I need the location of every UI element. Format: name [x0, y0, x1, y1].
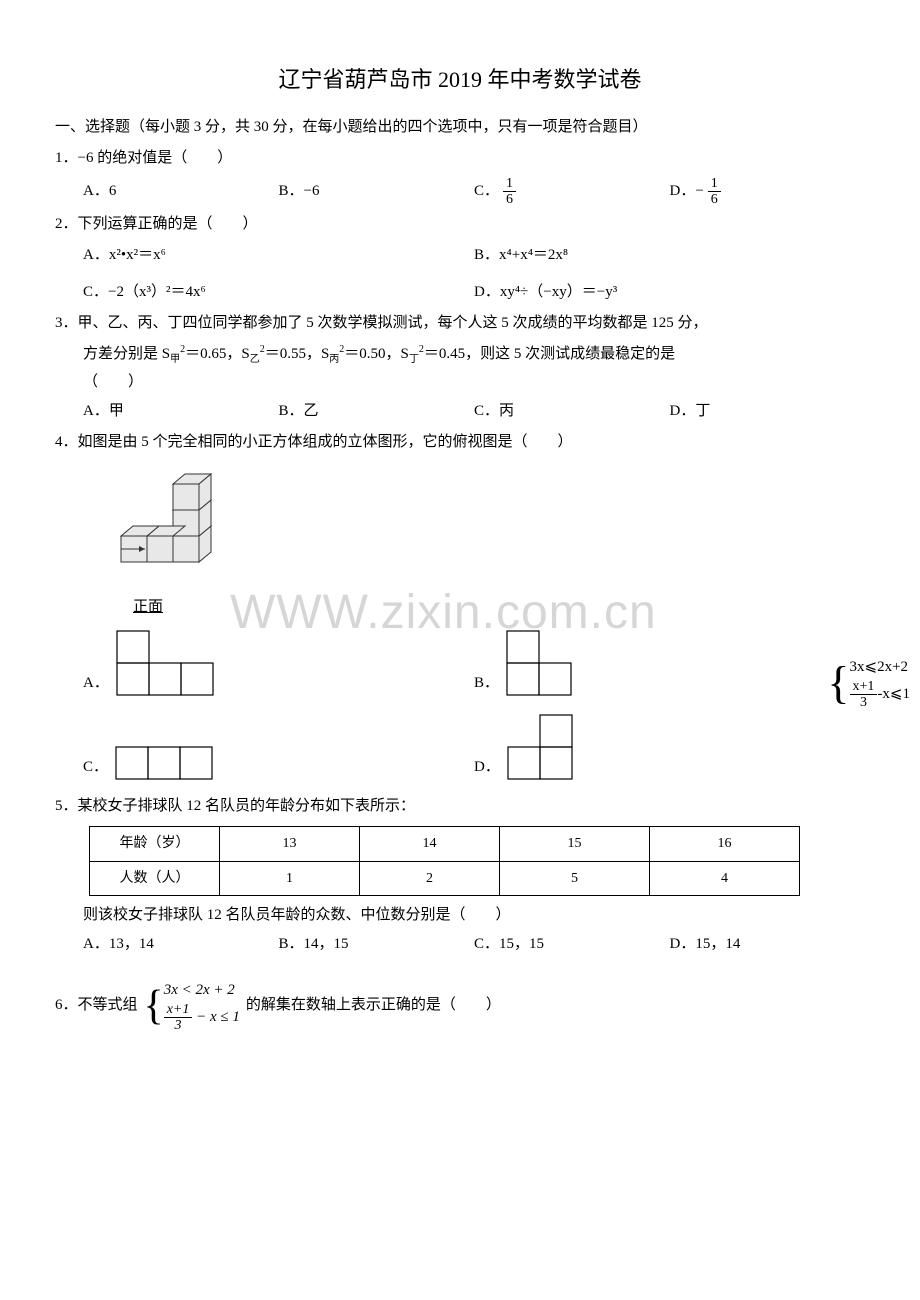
q5-opt-d: D．15，14 — [670, 931, 866, 958]
q1-opt-a: A．6 — [83, 176, 279, 208]
brace-icon: { — [827, 660, 849, 706]
table-row: 人数（人） 1 2 5 4 — [90, 861, 800, 895]
q1-opt-b: B．−6 — [279, 176, 475, 208]
q2-stem: 2．下列运算正确的是（ ） — [55, 211, 865, 238]
q1-stem: 1．−6 的绝对值是（ ） — [55, 145, 865, 172]
q2-row1: A．x²•x²＝x⁶ B．x⁴+x⁴＝2x⁸ — [55, 242, 865, 269]
section-heading: 一、选择题（每小题 3 分，共 30 分，在每小题给出的四个选项中，只有一项是符… — [55, 114, 865, 141]
q1-c-prefix: C． — [474, 178, 499, 205]
q4-options-row1: A． B． — [55, 629, 865, 697]
q5-stem: 5．某校女子排球队 12 名队员的年龄分布如下表所示： — [55, 793, 865, 820]
q1-options: A．6 B．−6 C． 1 6 D．− 1 6 — [55, 176, 865, 208]
shape-b-icon — [505, 629, 575, 697]
front-label: 正面 — [103, 594, 865, 621]
q4-opt-c: C． — [83, 745, 474, 781]
q3-opt-d: D．丁 — [670, 398, 866, 425]
cubes-3d-icon — [103, 464, 243, 584]
table-row: 年龄（岁） 13 14 15 16 — [90, 827, 800, 861]
q2-opt-a: A．x²•x²＝x⁶ — [83, 242, 474, 269]
q1-opt-c: C． 1 6 — [474, 176, 670, 208]
q4-stem: 4．如图是由 5 个完全相同的小正方体组成的立体图形，它的俯视图是（ ） — [55, 429, 865, 456]
q3-opt-a: A．甲 — [83, 398, 279, 425]
q4-opt-d: D． — [474, 713, 865, 781]
q2-opt-d: D．xy⁴÷（−xy）＝−y³ — [474, 279, 865, 306]
q5-table: 年龄（岁） 13 14 15 16 人数（人） 1 2 5 4 — [89, 826, 800, 895]
side-formula: { 3x⩽2x+2 x+13-x⩽1 — [827, 655, 910, 711]
q2-opt-b: B．x⁴+x⁴＝2x⁸ — [474, 242, 865, 269]
q4-figure: 正面 — [55, 464, 865, 621]
q3-line1: 3．甲、乙、丙、丁四位同学都参加了 5 次数学模拟测试，每个人这 5 次成绩的平… — [55, 310, 865, 337]
page-title: 辽宁省葫芦岛市 2019 年中考数学试卷 — [55, 60, 865, 100]
brace-icon: { — [144, 985, 164, 1027]
q5-options: A．13，14 B．14，15 C．15，15 D．15，14 — [55, 931, 865, 958]
q3-opt-c: C．丙 — [474, 398, 670, 425]
shape-d-icon — [506, 713, 576, 781]
q4-options-row2: C． D． — [55, 713, 865, 781]
q3-line2: 方差分别是 S甲2＝0.65，S乙2＝0.55，S丙2＝0.50，S丁2＝0.4… — [55, 341, 865, 369]
q5-opt-c: C．15，15 — [474, 931, 670, 958]
q6-suffix: 的解集在数轴上表示正确的是（ ） — [246, 992, 501, 1019]
shape-c-icon — [114, 745, 214, 781]
q6-system: { 3x < 2x + 2 x+13 − x ≤ 1 — [144, 978, 240, 1034]
fraction: 1 6 — [708, 176, 721, 208]
q5-opt-b: B．14，15 — [279, 931, 475, 958]
q1-d-prefix: D．− — [670, 178, 704, 205]
q6: 6．不等式组 { 3x < 2x + 2 x+13 − x ≤ 1 的解集在数轴… — [55, 978, 865, 1034]
q4-opt-a: A． — [83, 629, 474, 697]
q3-options: A．甲 B．乙 C．丙 D．丁 — [55, 398, 865, 425]
q3-opt-b: B．乙 — [279, 398, 475, 425]
q2-row2: C．−2（x³）²＝4x⁶ D．xy⁴÷（−xy）＝−y³ — [55, 279, 865, 306]
q3-line3: （ ） — [55, 369, 865, 396]
q2-opt-c: C．−2（x³）²＝4x⁶ — [83, 279, 474, 306]
fraction: 1 6 — [503, 176, 516, 208]
q6-prefix: 6．不等式组 — [55, 992, 138, 1019]
q5-opt-a: A．13，14 — [83, 931, 279, 958]
q5-tail: 则该校女子排球队 12 名队员年龄的众数、中位数分别是（ ） — [55, 902, 865, 929]
q4-opt-b: B． — [474, 629, 865, 697]
q1-opt-d: D．− 1 6 — [670, 176, 866, 208]
shape-a-icon — [115, 629, 215, 697]
